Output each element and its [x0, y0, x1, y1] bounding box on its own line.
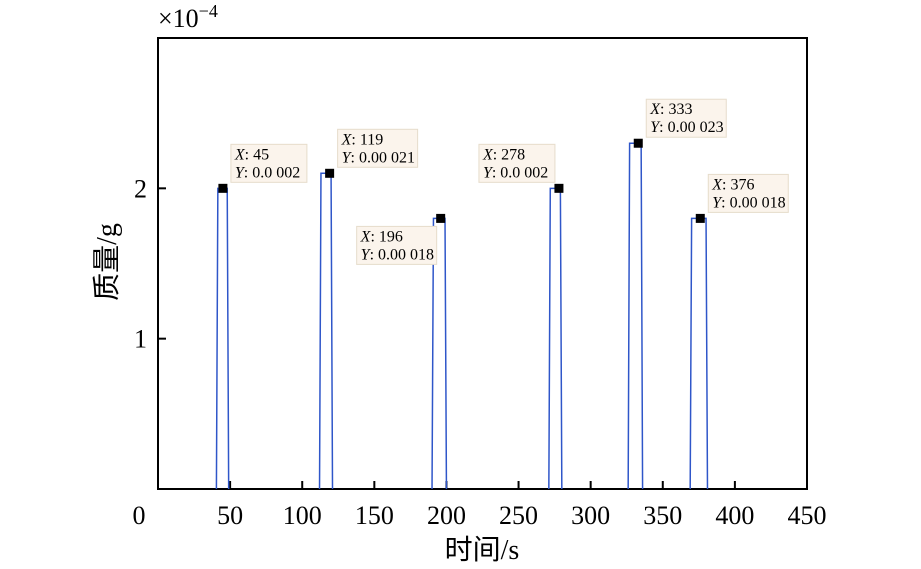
y-exponent: −4	[199, 1, 218, 21]
annotation-box	[645, 98, 727, 138]
x-tick-label: 250	[499, 501, 538, 530]
peak-marker	[218, 183, 228, 193]
annotation-x: X: 45	[234, 146, 269, 163]
x-tick-label: 150	[355, 501, 394, 530]
annotation-y: Y: 0.00 018	[361, 246, 434, 263]
x-tick-label: 400	[715, 501, 754, 530]
annotation-x: X: 333	[649, 101, 692, 118]
y-tick-label: 1	[134, 325, 147, 354]
annotation-x: X: 119	[341, 131, 384, 148]
annotation-box	[230, 143, 308, 183]
x-tick-label: 200	[427, 501, 466, 530]
pulse-line	[548, 187, 563, 490]
annotation-y: Y: 0.0 002	[235, 164, 300, 181]
annotation-y: Y: 0.00 021	[342, 149, 415, 166]
pulse-line	[318, 172, 334, 490]
annotation-box	[356, 225, 438, 265]
x-tick-label: 350	[643, 501, 682, 530]
x-axis-title: 时间/s	[445, 534, 520, 566]
peak-marker	[325, 168, 335, 178]
annotation-y: Y: 0.00 018	[712, 194, 785, 211]
y-axis-title: 质量/g	[91, 223, 123, 301]
y-tick-label: 2	[134, 174, 147, 203]
pulse-line	[627, 142, 644, 490]
peak-marker	[436, 213, 446, 223]
x-tick-label: 300	[571, 501, 610, 530]
peak-markers	[218, 138, 705, 223]
pulse-line	[689, 217, 709, 490]
x-tick-label: 100	[283, 501, 322, 530]
peak-annotation: X: 45Y: 0.0 002	[230, 143, 308, 183]
annotation-y: Y: 0.0 002	[483, 164, 548, 181]
annotation-x: X: 376	[711, 176, 754, 193]
y-multiplier-label: ×10−4	[158, 1, 218, 33]
x-tick-label: 450	[788, 501, 827, 530]
annotation-x: X: 196	[360, 228, 403, 245]
peak-marker	[633, 138, 643, 148]
peak-marker	[554, 183, 564, 193]
pulse-line	[215, 187, 230, 490]
annotation-box	[707, 173, 789, 213]
x-tick-label: 0	[133, 501, 146, 530]
annotation-x: X: 278	[482, 146, 525, 163]
annotation-box	[478, 143, 556, 183]
pulse-series	[215, 142, 709, 490]
peak-marker	[695, 213, 705, 223]
x-tick-label: 50	[217, 501, 243, 530]
plot-frame	[157, 37, 808, 490]
annotation-y: Y: 0.00 023	[650, 119, 723, 136]
axis-ticks: 0 50 100 150 200 250 300 350 400 450 1 2	[133, 174, 827, 530]
annotation-box	[337, 128, 419, 168]
